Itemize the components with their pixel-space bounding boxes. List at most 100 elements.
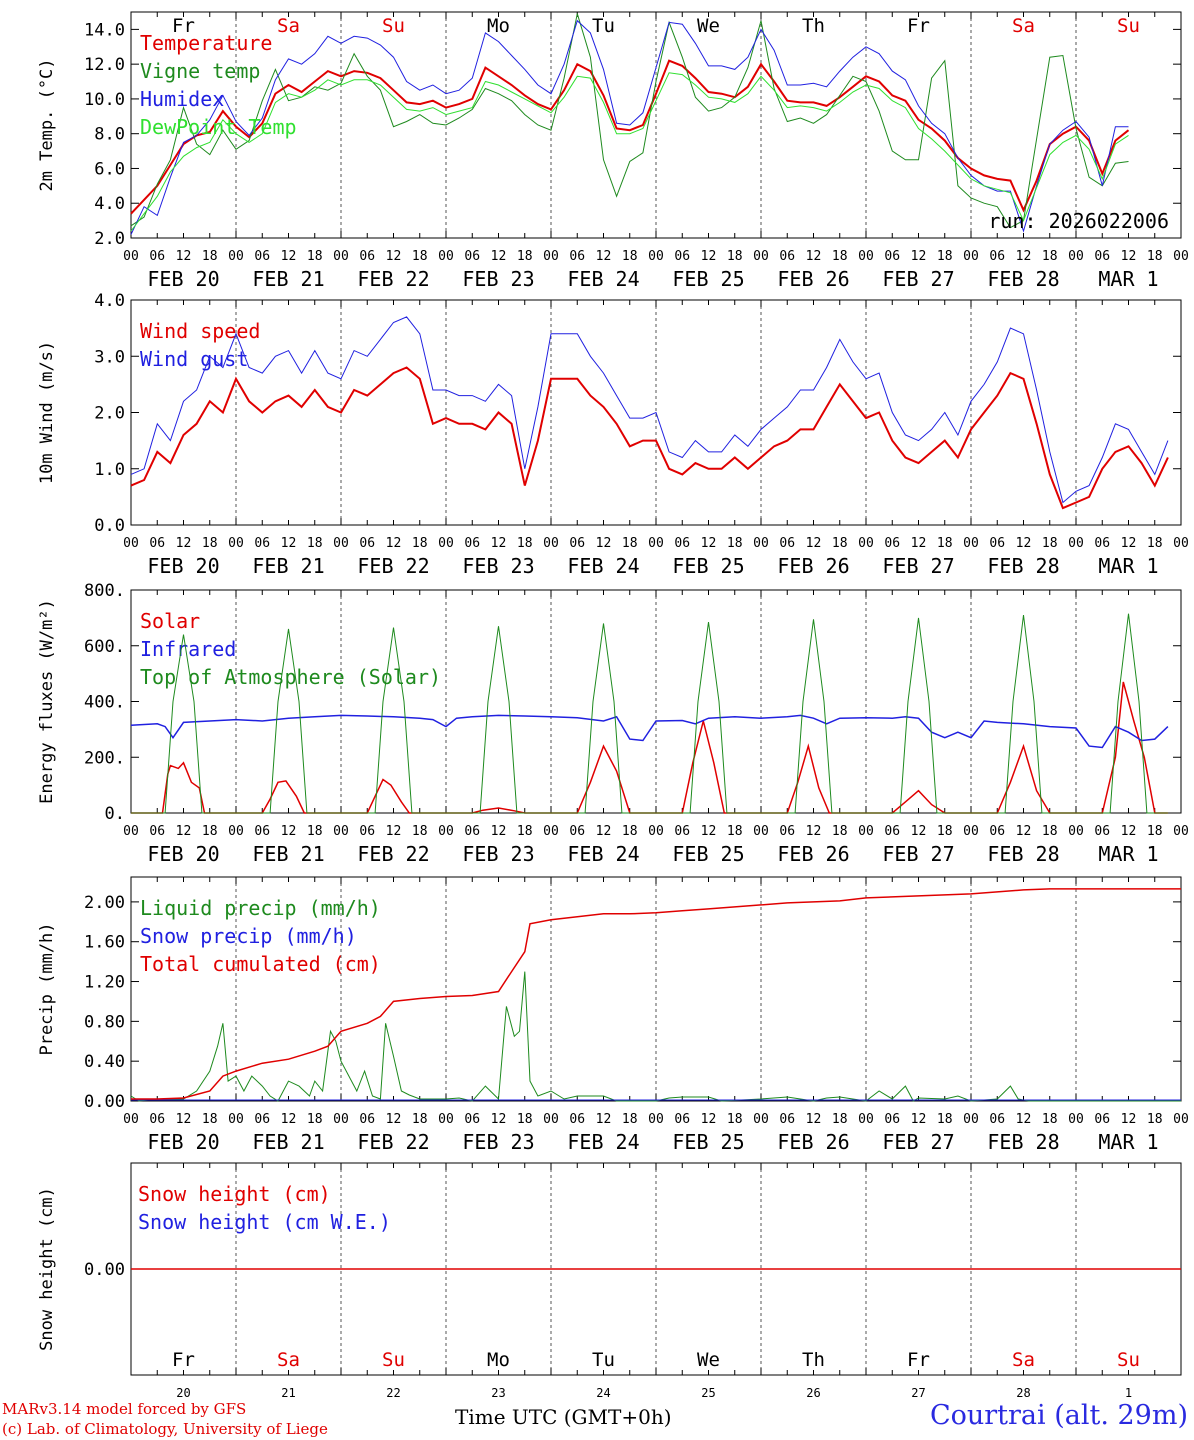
day-number-label: 23 xyxy=(491,1386,505,1400)
day-of-week-top: Sa xyxy=(1012,15,1035,37)
date-label: FEB 21 xyxy=(252,1130,324,1154)
hour-label: 06 xyxy=(779,824,795,839)
y-tick-label: 400. xyxy=(84,693,125,713)
hour-label: 00 xyxy=(123,536,139,551)
hour-label: 06 xyxy=(359,824,375,839)
hour-label: 12 xyxy=(596,249,612,264)
hour-label: 00 xyxy=(1173,249,1189,264)
legend-entry: DewPoint Temp xyxy=(140,115,297,139)
date-label: FEB 26 xyxy=(777,267,849,291)
hour-label: 06 xyxy=(989,536,1005,551)
date-label: FEB 25 xyxy=(672,554,744,578)
run-annotation: run: 2026022006 xyxy=(988,209,1169,233)
hour-label: 18 xyxy=(727,249,743,264)
hour-label: 12 xyxy=(911,1112,927,1127)
hour-label: 06 xyxy=(1094,536,1110,551)
hour-label: 06 xyxy=(779,536,795,551)
legend-entry: Total cumulated (cm) xyxy=(140,952,381,976)
hour-label: 00 xyxy=(228,249,244,264)
y-tick-label: 10.0 xyxy=(84,90,125,110)
hour-label: 00 xyxy=(648,249,664,264)
hour-label: 18 xyxy=(937,824,953,839)
hour-label: 12 xyxy=(281,249,297,264)
hour-label: 12 xyxy=(386,536,402,551)
hour-label: 00 xyxy=(963,824,979,839)
y-tick-label: 0.80 xyxy=(84,1012,125,1032)
date-label: FEB 21 xyxy=(252,554,324,578)
hour-label: 12 xyxy=(596,536,612,551)
hour-label: 00 xyxy=(858,824,874,839)
y-tick-label: 14.0 xyxy=(84,20,125,40)
hour-label: 06 xyxy=(359,536,375,551)
date-label: FEB 27 xyxy=(882,1130,954,1154)
hour-label: 00 xyxy=(1173,824,1189,839)
hour-label: 06 xyxy=(464,824,480,839)
date-label: FEB 22 xyxy=(357,267,429,291)
day-of-week-top: We xyxy=(697,15,720,37)
hour-label: 06 xyxy=(359,1112,375,1127)
hour-label: 12 xyxy=(806,824,822,839)
hour-label: 18 xyxy=(202,249,218,264)
hour-label: 00 xyxy=(1068,249,1084,264)
date-label: FEB 23 xyxy=(462,842,534,866)
hour-label: 00 xyxy=(543,824,559,839)
series-line-total-cumulated-cm- xyxy=(131,888,1181,1100)
date-label: FEB 24 xyxy=(567,554,639,578)
day-of-week-bottom: Th xyxy=(802,1349,825,1371)
hour-label: 00 xyxy=(1068,1112,1084,1127)
hour-label: 00 xyxy=(123,1112,139,1127)
hour-label: 06 xyxy=(1094,1112,1110,1127)
hour-label: 18 xyxy=(622,824,638,839)
series-line-wind-gust xyxy=(130,316,1169,504)
date-label: FEB 24 xyxy=(567,842,639,866)
hour-label: 12 xyxy=(1121,1112,1137,1127)
hour-label: 12 xyxy=(596,824,612,839)
hour-label: 12 xyxy=(491,824,507,839)
hour-label: 18 xyxy=(517,1112,533,1127)
legend-entry: Snow precip (mm/h) xyxy=(140,924,357,948)
hour-label: 06 xyxy=(569,249,585,264)
hour-label: 00 xyxy=(438,249,454,264)
hour-label: 00 xyxy=(648,1112,664,1127)
y-tick-label: 3.0 xyxy=(94,347,125,367)
hour-label: 06 xyxy=(254,1112,270,1127)
hour-label: 18 xyxy=(307,249,323,264)
day-of-week-bottom: Mo xyxy=(487,1349,510,1371)
hour-label: 06 xyxy=(1094,249,1110,264)
hour-label: 12 xyxy=(1016,1112,1032,1127)
meteogram: 2.04.06.08.010.012.014.02m Temp. (°C)Tem… xyxy=(37,11,1189,1400)
y-tick-label: 2.0 xyxy=(94,404,125,424)
hour-label: 12 xyxy=(176,824,192,839)
hour-label: 12 xyxy=(911,824,927,839)
hour-label: 06 xyxy=(569,824,585,839)
y-tick-label: 600. xyxy=(84,637,125,657)
y-tick-label: 0. xyxy=(105,804,125,824)
hour-label: 06 xyxy=(464,249,480,264)
hour-label: 00 xyxy=(963,1112,979,1127)
y-tick-label: 0.00 xyxy=(84,1260,125,1280)
legend-entry: Wind gust xyxy=(140,347,248,371)
hour-label: 00 xyxy=(648,824,664,839)
hour-label: 00 xyxy=(858,249,874,264)
y-axis-label: 2m Temp. (°C) xyxy=(37,58,57,191)
hour-label: 18 xyxy=(202,824,218,839)
hour-label: 12 xyxy=(806,249,822,264)
day-number-label: 1 xyxy=(1125,1386,1132,1400)
hour-label: 00 xyxy=(333,1112,349,1127)
date-label: MAR 1 xyxy=(1098,554,1158,578)
hour-label: 06 xyxy=(149,536,165,551)
hour-label: 00 xyxy=(648,536,664,551)
y-axis-label: Precip (mm/h) xyxy=(37,922,57,1055)
hour-label: 06 xyxy=(884,536,900,551)
date-label: FEB 21 xyxy=(252,267,324,291)
day-number-label: 24 xyxy=(596,1386,610,1400)
hour-label: 12 xyxy=(701,249,717,264)
series-line-humidex xyxy=(130,19,1129,235)
hour-label: 12 xyxy=(386,249,402,264)
date-label: FEB 20 xyxy=(147,842,219,866)
date-label: MAR 1 xyxy=(1098,267,1158,291)
hour-label: 06 xyxy=(674,1112,690,1127)
date-label: FEB 28 xyxy=(987,267,1059,291)
hour-label: 06 xyxy=(1094,824,1110,839)
series-line-top-of-atmosphere-solar- xyxy=(131,613,1168,814)
